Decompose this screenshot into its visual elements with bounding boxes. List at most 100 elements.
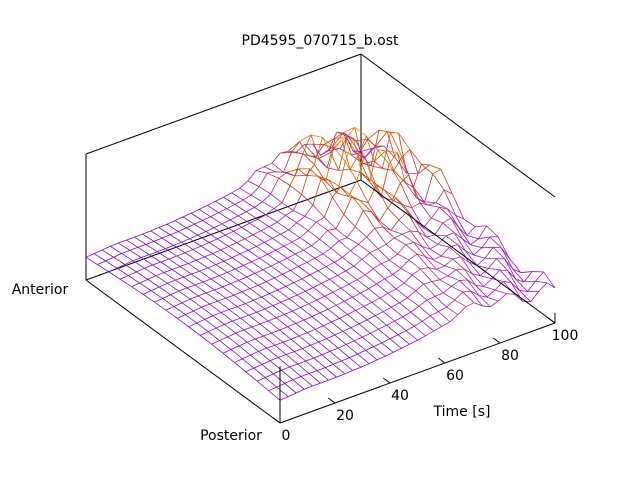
- surface-segment: [280, 229, 289, 235]
- surface-segment: [139, 278, 148, 284]
- surface-segment: [416, 253, 429, 268]
- surface-segment: [441, 321, 451, 327]
- surface-segment: [298, 266, 311, 276]
- surface-segment: [411, 202, 421, 209]
- surface-segment: [258, 172, 268, 187]
- surface-segment: [218, 208, 228, 213]
- surface-segment: [308, 370, 318, 374]
- surface-segment: [330, 240, 340, 249]
- surface-segment: [413, 325, 426, 337]
- surface-segment: [352, 150, 362, 152]
- surface-segment: [231, 192, 244, 201]
- surface-segment: [158, 223, 168, 228]
- surface-segment: [444, 258, 453, 267]
- surface-segment: [270, 193, 283, 204]
- surface-segment: [356, 279, 369, 290]
- surface-segment: [314, 329, 327, 339]
- surface-segment: [294, 153, 304, 176]
- surface-segment: [267, 317, 277, 322]
- surface-segment: [277, 221, 289, 231]
- surface-segment: [215, 260, 225, 265]
- surface-segment: [277, 357, 290, 368]
- surface-segment: [154, 298, 163, 303]
- surface-segment: [459, 279, 468, 281]
- surface-segment: [328, 131, 338, 151]
- surface-segment: [337, 270, 346, 276]
- surface-segment: [284, 383, 297, 394]
- surface-segment: [506, 293, 515, 295]
- surface-segment: [354, 336, 363, 342]
- surface-segment: [413, 242, 426, 257]
- surface-segment: [362, 336, 374, 347]
- surface-segment: [303, 249, 316, 259]
- surface-segment: [200, 242, 210, 247]
- surface-segment: [337, 274, 350, 285]
- surface-segment: [391, 182, 401, 201]
- surface-segment: [426, 299, 439, 312]
- surface-segment: [344, 300, 356, 311]
- surface-segment: [272, 233, 281, 239]
- surface-segment: [500, 247, 514, 270]
- surface-segment: [347, 310, 356, 315]
- surface-segment: [494, 289, 507, 295]
- surface-segment: [481, 236, 491, 249]
- surface-segment: [278, 172, 287, 179]
- surface-segment: [323, 325, 335, 336]
- surface-segment: [334, 334, 347, 345]
- surface-segment: [152, 264, 165, 273]
- surface-segment: [463, 268, 476, 286]
- surface-segment: [240, 317, 253, 328]
- surface-segment: [382, 226, 395, 239]
- surface-segment: [328, 376, 337, 381]
- surface-segment: [256, 311, 269, 322]
- surface-segment: [185, 314, 198, 324]
- surface-segment: [454, 291, 463, 301]
- surface-segment: [433, 255, 442, 261]
- surface-segment: [364, 156, 374, 182]
- surface-segment: [405, 325, 415, 332]
- surface-segment: [217, 300, 230, 310]
- surface-segment: [192, 249, 205, 258]
- surface-segment: [292, 307, 301, 312]
- surface-segment: [463, 268, 473, 275]
- x-tick-label: 20: [336, 408, 354, 424]
- surface-segment: [222, 283, 231, 288]
- surface-segment: [230, 345, 240, 350]
- surface-segment: [331, 317, 340, 323]
- surface-segment: [341, 357, 350, 362]
- surface-segment: [278, 261, 291, 271]
- surface-segment: [252, 230, 262, 236]
- surface-segment: [354, 226, 367, 238]
- surface-segment: [216, 323, 225, 329]
- surface-segment: [173, 306, 186, 315]
- surface-segment: [248, 246, 257, 251]
- surface-segment: [255, 338, 267, 349]
- surface-segment: [242, 354, 251, 360]
- surface-segment: [349, 357, 362, 368]
- surface-segment: [231, 187, 240, 194]
- surface-segment: [313, 354, 323, 359]
- surface-segment: [161, 234, 171, 239]
- surface-segment: [379, 292, 389, 299]
- surface-segment: [254, 201, 263, 208]
- surface-segment: [373, 342, 382, 348]
- surface-segment: [186, 284, 196, 289]
- surface-segment: [436, 269, 449, 277]
- surface-segment: [362, 332, 371, 338]
- surface-segment: [235, 332, 248, 343]
- surface-segment: [166, 223, 179, 232]
- surface-segment: [274, 273, 283, 279]
- surface-segment: [424, 256, 437, 270]
- surface-segment: [400, 182, 413, 208]
- surface-segment: [357, 155, 370, 182]
- surface-segment: [335, 300, 345, 306]
- surface-segment: [363, 210, 372, 213]
- surface-segment: [486, 225, 499, 237]
- surface-segment: [524, 280, 536, 283]
- surface-segment: [202, 216, 211, 221]
- surface-segment: [395, 288, 408, 299]
- surface-segment: [400, 259, 410, 269]
- surface-segment: [377, 149, 390, 165]
- surface-segment: [207, 331, 220, 341]
- surface-segment: [409, 149, 422, 165]
